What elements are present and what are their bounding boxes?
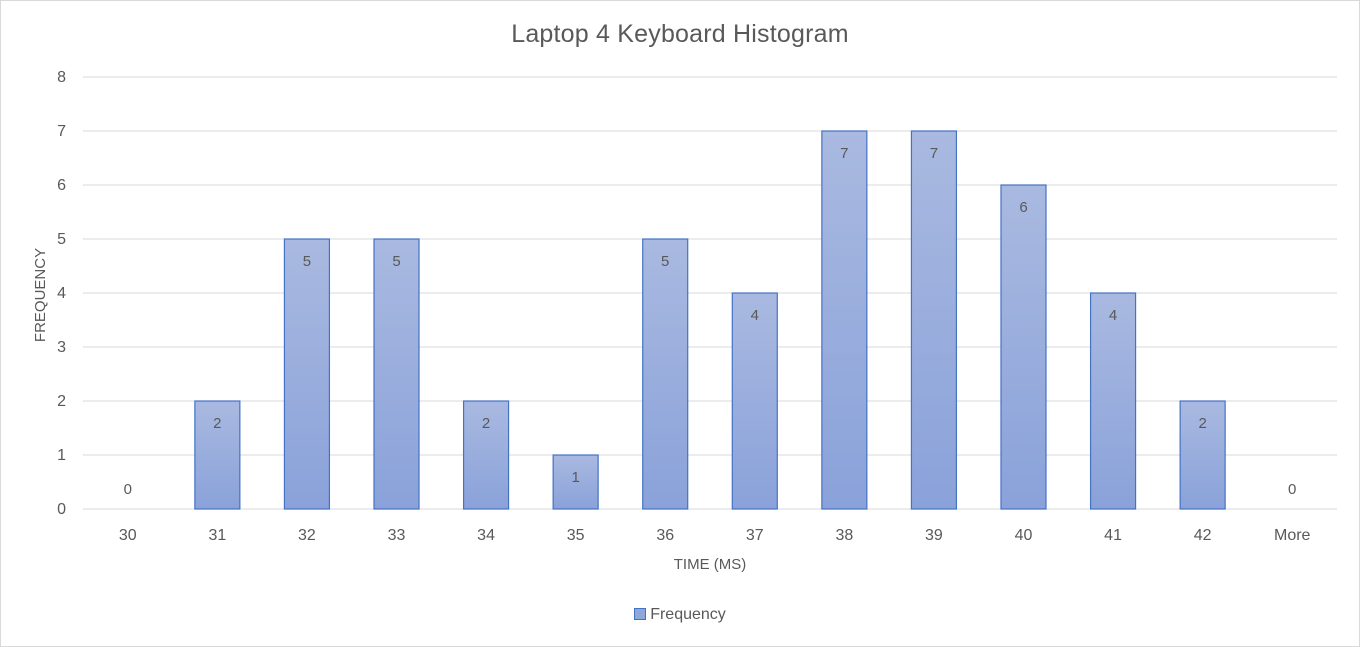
bar xyxy=(821,130,868,510)
x-tick-label: 42 xyxy=(1194,527,1212,544)
x-tick-label: 38 xyxy=(835,527,853,544)
bar xyxy=(642,238,689,510)
bar xyxy=(1089,292,1137,510)
x-tick-label: 33 xyxy=(388,527,406,544)
bar xyxy=(194,400,241,510)
x-tick-label: 40 xyxy=(1015,527,1033,544)
data-label: 7 xyxy=(930,145,938,162)
y-tick-label: 4 xyxy=(57,285,66,302)
data-label: 0 xyxy=(1288,481,1296,498)
bar xyxy=(1000,184,1047,510)
y-tick-label: 5 xyxy=(57,231,66,248)
bar xyxy=(1179,400,1226,510)
x-tick-label: 31 xyxy=(208,527,226,544)
x-tick-label: 30 xyxy=(119,527,137,544)
y-tick-label: 3 xyxy=(57,339,66,356)
y-tick-label: 0 xyxy=(57,501,66,518)
chart-title: Laptop 4 Keyboard Histogram xyxy=(511,20,849,48)
data-label: 5 xyxy=(392,253,400,270)
legend-swatch xyxy=(634,607,647,620)
x-tick-label: 35 xyxy=(567,527,585,544)
data-label: 2 xyxy=(482,415,490,432)
bar xyxy=(910,130,958,510)
y-tick-label: 8 xyxy=(57,69,66,86)
y-tick-label: 6 xyxy=(57,177,66,194)
data-label: 5 xyxy=(303,253,311,270)
data-label: 1 xyxy=(571,469,579,486)
y-tick-label: 7 xyxy=(57,123,66,140)
x-tick-label: 37 xyxy=(746,527,764,544)
gridlines xyxy=(83,76,1337,510)
y-tick-label: 2 xyxy=(57,393,66,410)
y-tick-label: 1 xyxy=(57,447,66,464)
data-label: 0 xyxy=(124,481,132,498)
data-label: 6 xyxy=(1019,199,1027,216)
data-labels: 0 2 5 5 2 1 5 4 7 7 6 4 2 0 xyxy=(124,145,1297,498)
bar xyxy=(731,292,778,510)
data-label: 4 xyxy=(1109,307,1117,324)
x-tick-label: 39 xyxy=(925,527,943,544)
data-label: 5 xyxy=(661,253,669,270)
legend-label: Frequency xyxy=(650,606,726,623)
x-tick-label: 32 xyxy=(298,527,316,544)
bars xyxy=(194,130,1226,510)
legend: Frequency xyxy=(0,606,1360,624)
x-tick-label: 41 xyxy=(1104,527,1122,544)
data-label: 2 xyxy=(213,415,221,432)
x-tick-label: 34 xyxy=(477,527,495,544)
bar xyxy=(462,400,510,510)
bar xyxy=(283,238,331,510)
data-label: 7 xyxy=(840,145,848,162)
y-tick-labels: 0 1 2 3 4 5 6 7 8 xyxy=(57,69,66,518)
x-axis-title: TIME (MS) xyxy=(674,556,747,573)
bar xyxy=(552,454,599,510)
data-label: 2 xyxy=(1198,415,1206,432)
y-axis-title: FREQUENCY xyxy=(32,248,49,342)
bar xyxy=(373,238,420,510)
x-tick-label: 36 xyxy=(656,527,674,544)
x-tick-labels: 30 31 32 33 34 35 36 37 38 39 40 41 42 More xyxy=(119,527,1311,544)
x-tick-label: More xyxy=(1274,527,1311,544)
data-label: 4 xyxy=(751,307,759,324)
